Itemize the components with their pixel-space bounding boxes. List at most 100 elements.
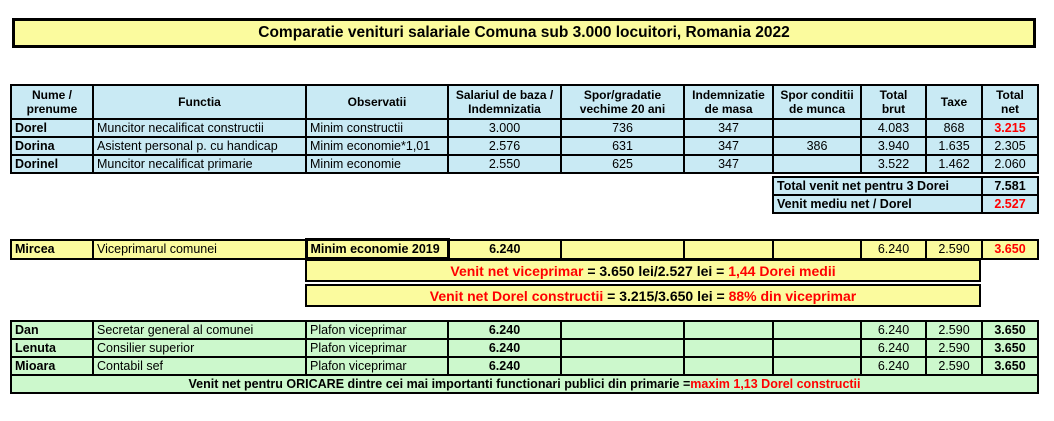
total-label: Venit mediu net / Dorel (772, 194, 983, 214)
cell-salariu: 6.240 (447, 338, 562, 358)
cell-total-brut: 6.240 (860, 338, 927, 358)
cell-observatii: Plafon viceprimar (305, 338, 449, 358)
table-row-dorinel: Dorinel Muncitor necalificat primarie Mi… (10, 154, 1039, 174)
cell-taxe: 2.590 (925, 338, 983, 358)
header-total-net: Total net (981, 84, 1039, 120)
main-salary-table: Nume / prenume Functia Observatii Salari… (10, 84, 1039, 174)
cell-salariu: 6.240 (447, 356, 562, 376)
cell-functia: Contabil sef (92, 356, 307, 376)
functionari-table: Dan Secretar general al comunei Plafon v… (10, 320, 1039, 394)
cell-taxe: 1.635 (925, 136, 983, 156)
cell-functia: Asistent personal p. cu handicap (92, 136, 307, 156)
table-row-dan: Dan Secretar general al comunei Plafon v… (10, 320, 1039, 340)
cell-functia: Consilier superior (92, 338, 307, 358)
total-value: 2.527 (981, 194, 1039, 214)
cell-total-net: 3.650 (981, 238, 1039, 260)
cell-taxe: 2.590 (925, 320, 983, 340)
banner-tail: maxim 1,13 Dorel constructii (690, 377, 861, 391)
cell-functia: Secretar general al comunei (92, 320, 307, 340)
cell-total-brut: 6.240 (860, 356, 927, 376)
cell-functia: Viceprimarul comunei (92, 238, 307, 260)
cell-total-brut: 6.240 (860, 320, 927, 340)
cell-functia: Muncitor necalificat constructii (92, 118, 307, 138)
header-spor-vechime: Spor/gradatie vechime 20 ani (560, 84, 685, 120)
header-salariu-baza: Salariul de baza / Indemnizatia (447, 84, 562, 120)
header-total-brut: Total brut (860, 84, 927, 120)
cell-total-net: 3.650 (981, 356, 1039, 376)
cell-salariu: 6.240 (447, 320, 562, 340)
header-spor-conditii: Spor conditii de munca (772, 84, 862, 120)
banner-lead: Venit net Dorel constructii (429, 287, 604, 304)
header-indemnizatie-masa: Indemnizatie de masa (683, 84, 774, 120)
cell-spor-conditii (772, 320, 862, 340)
cell-spor-conditii (772, 118, 862, 138)
table-row-lenuta: Lenuta Consilier superior Plafon vicepri… (10, 338, 1039, 358)
cell-total-brut: 3.940 (860, 136, 927, 156)
cell-indemnizatie-masa (683, 356, 774, 376)
cell-indemnizatie-masa: 347 (683, 118, 774, 138)
cell-total-brut: 3.522 (860, 154, 927, 174)
banner-lead: Venit net pentru ORICARE dintre cei mai … (188, 377, 691, 391)
header-taxe: Taxe (925, 84, 983, 120)
totals-table: Total venit net pentru 3 Dorei 7.581 Ven… (772, 176, 1039, 214)
table-row-mircea: Mircea Viceprimarul comunei Minim econom… (10, 238, 1039, 260)
banner-mid: = 3.215/3.650 lei = (603, 287, 729, 304)
cell-spor-vechime (560, 238, 685, 260)
banner-tail: 88% din viceprimar (728, 287, 857, 304)
cell-taxe: 2.590 (925, 238, 983, 260)
cell-taxe: 1.462 (925, 154, 983, 174)
functionari-banner-row: Venit net pentru ORICARE dintre cei mai … (10, 374, 1039, 394)
cell-indemnizatie-masa (683, 238, 774, 260)
cell-name: Dorinel (10, 154, 94, 174)
cell-spor-conditii: 386 (772, 136, 862, 156)
cell-indemnizatie-masa (683, 338, 774, 358)
cell-observatii: Minim constructii (305, 118, 449, 138)
header-observatii: Observatii (305, 84, 449, 120)
cell-name: Mircea (10, 238, 94, 260)
cell-total-brut: 6.240 (860, 238, 927, 260)
cell-indemnizatie-masa: 347 (683, 136, 774, 156)
main-table-header-row: Nume / prenume Functia Observatii Salari… (10, 84, 1039, 120)
cell-name: Mioara (10, 356, 94, 376)
venit-mediu-row: Venit mediu net / Dorel 2.527 (772, 194, 1039, 214)
cell-total-net: 3.215 (981, 118, 1039, 138)
banner-tail: 1,44 Dorei medii (728, 262, 836, 279)
cell-observatii: Minim economie (305, 154, 449, 174)
cell-total-net: 3.650 (981, 338, 1039, 358)
cell-taxe: 868 (925, 118, 983, 138)
viceprimar-vs-dorel-banner: Venit net viceprimar = 3.650 lei/2.527 l… (305, 259, 981, 282)
cell-spor-vechime: 736 (560, 118, 685, 138)
cell-observatii: Minim economie 2019 (304, 238, 450, 260)
cell-spor-vechime (560, 320, 685, 340)
header-nume-prenume: Nume / prenume (10, 84, 94, 120)
cell-salariu: 2.576 (447, 136, 562, 156)
cell-spor-conditii (772, 238, 862, 260)
cell-observatii: Plafon viceprimar (305, 320, 449, 340)
cell-total-net: 2.305 (981, 136, 1039, 156)
cell-salariu: 6.240 (447, 238, 562, 260)
banner-mid: = 3.650 lei/2.527 lei = (583, 262, 729, 279)
page-title: Comparatie venituri salariale Comuna sub… (12, 18, 1036, 48)
cell-salariu: 3.000 (447, 118, 562, 138)
total-net-3-dorei-row: Total venit net pentru 3 Dorei 7.581 (772, 176, 1039, 196)
cell-spor-vechime (560, 356, 685, 376)
dorel-vs-viceprimar-banner: Venit net Dorel constructii = 3.215/3.65… (305, 284, 981, 307)
cell-indemnizatie-masa: 347 (683, 154, 774, 174)
cell-spor-vechime: 625 (560, 154, 685, 174)
banner-lead: Venit net viceprimar (450, 262, 584, 279)
table-row-dorina: Dorina Asistent personal p. cu handicap … (10, 136, 1039, 156)
viceprimar-table: Mircea Viceprimarul comunei Minim econom… (10, 238, 1039, 260)
cell-total-brut: 4.083 (860, 118, 927, 138)
cell-spor-vechime: 631 (560, 136, 685, 156)
cell-name: Dan (10, 320, 94, 340)
total-label: Total venit net pentru 3 Dorei (772, 176, 983, 196)
cell-spor-conditii (772, 338, 862, 358)
cell-spor-vechime (560, 338, 685, 358)
cell-taxe: 2.590 (925, 356, 983, 376)
cell-observatii: Plafon viceprimar (305, 356, 449, 376)
cell-total-net: 3.650 (981, 320, 1039, 340)
cell-total-net: 2.060 (981, 154, 1039, 174)
table-row-dorel: Dorel Muncitor necalificat constructii M… (10, 118, 1039, 138)
functionari-banner: Venit net pentru ORICARE dintre cei mai … (10, 374, 1039, 394)
cell-name: Dorina (10, 136, 94, 156)
